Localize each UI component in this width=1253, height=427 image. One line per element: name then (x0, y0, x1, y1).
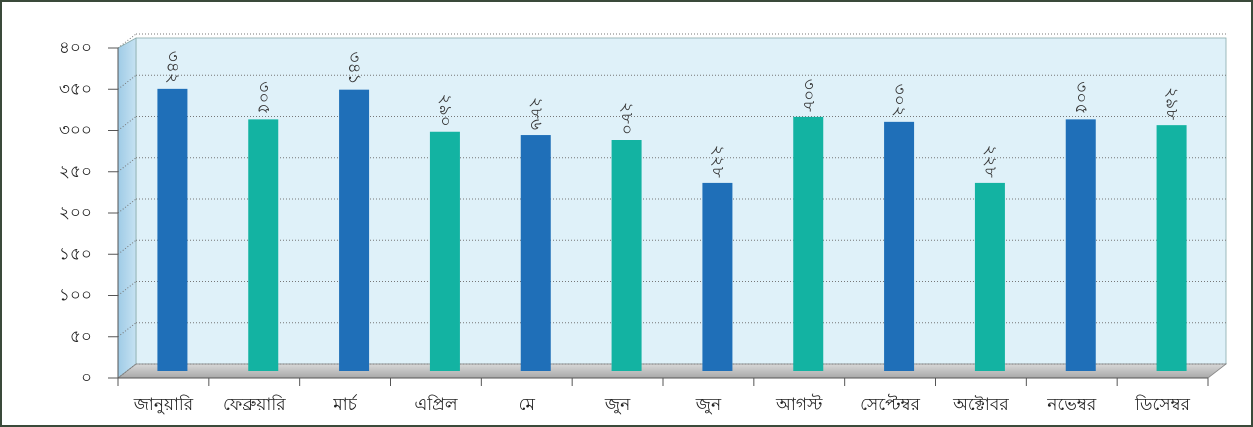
bar (702, 182, 733, 371)
bar (1156, 125, 1187, 372)
value-label: ৩০২ (889, 84, 909, 117)
y-tick-label: ২৫০ (59, 162, 92, 182)
bar (884, 121, 915, 371)
y-tick-label: ৩০০ (59, 121, 92, 141)
y-tick-label: ৫০ (70, 327, 92, 347)
value-label: ২৯৮ (1162, 87, 1182, 120)
value-label: ২২৮ (707, 145, 727, 178)
bar (339, 89, 370, 372)
bar (611, 140, 642, 371)
back-wall (135, 37, 1227, 365)
bar (429, 131, 460, 371)
grid-line (117, 116, 137, 131)
value-label: ৩০৫ (1071, 81, 1091, 114)
y-tick-label: ৩৫০ (59, 79, 92, 99)
value-label: ৩০৫ (253, 81, 273, 114)
bar (974, 182, 1005, 371)
grid-line (117, 198, 137, 214)
x-tick-label: এপ্রিল (414, 394, 457, 415)
x-tick-label: মার্চ (332, 394, 357, 415)
value-label: ৩৪২ (162, 51, 182, 84)
x-tick-label: আগস্ট (775, 394, 823, 415)
grid-line (117, 33, 137, 49)
bar (157, 88, 188, 371)
x-tick-label: মে (519, 395, 536, 415)
grid-line (117, 74, 137, 90)
grid-line (117, 281, 137, 296)
floor (116, 363, 1228, 379)
bar (793, 116, 824, 372)
x-tick-label: জুন (695, 395, 722, 415)
x-tick-label: ডিসেম্বর (1134, 394, 1190, 415)
y-tick-label: ০ (81, 368, 92, 388)
value-label: ২৮০ (617, 102, 637, 135)
y-tick-label: ১০০ (59, 286, 92, 306)
value-label: ২৮৬ (526, 97, 546, 130)
x-tick-label: অক্টোবর (952, 395, 1009, 415)
y-tick-label: ১৫০ (59, 244, 92, 264)
x-tick-label: ফেব্রুয়ারি (223, 394, 286, 415)
grid-line (117, 157, 137, 173)
value-label: ৩৪১ (344, 52, 364, 85)
grid-line (117, 239, 137, 255)
x-tick-label: জানুয়ারি (133, 394, 194, 415)
x-tick-label: সেপ্টেম্বর (860, 394, 920, 415)
value-label: ৩০৮ (798, 79, 818, 112)
bar (248, 119, 279, 371)
grid-line (117, 322, 137, 338)
side-wall (117, 37, 137, 379)
bar (520, 135, 551, 371)
y-tick-label: ৪০০ (59, 38, 92, 58)
value-label: ২২৮ (980, 145, 1000, 178)
x-tick-label: নভেম্বর (1046, 395, 1097, 415)
y-tick-label: ২০০ (59, 203, 92, 223)
value-label: ২৯০ (435, 94, 455, 127)
grid-line (117, 363, 137, 379)
x-tick-label: জুন (604, 395, 631, 415)
bar (1065, 119, 1096, 371)
